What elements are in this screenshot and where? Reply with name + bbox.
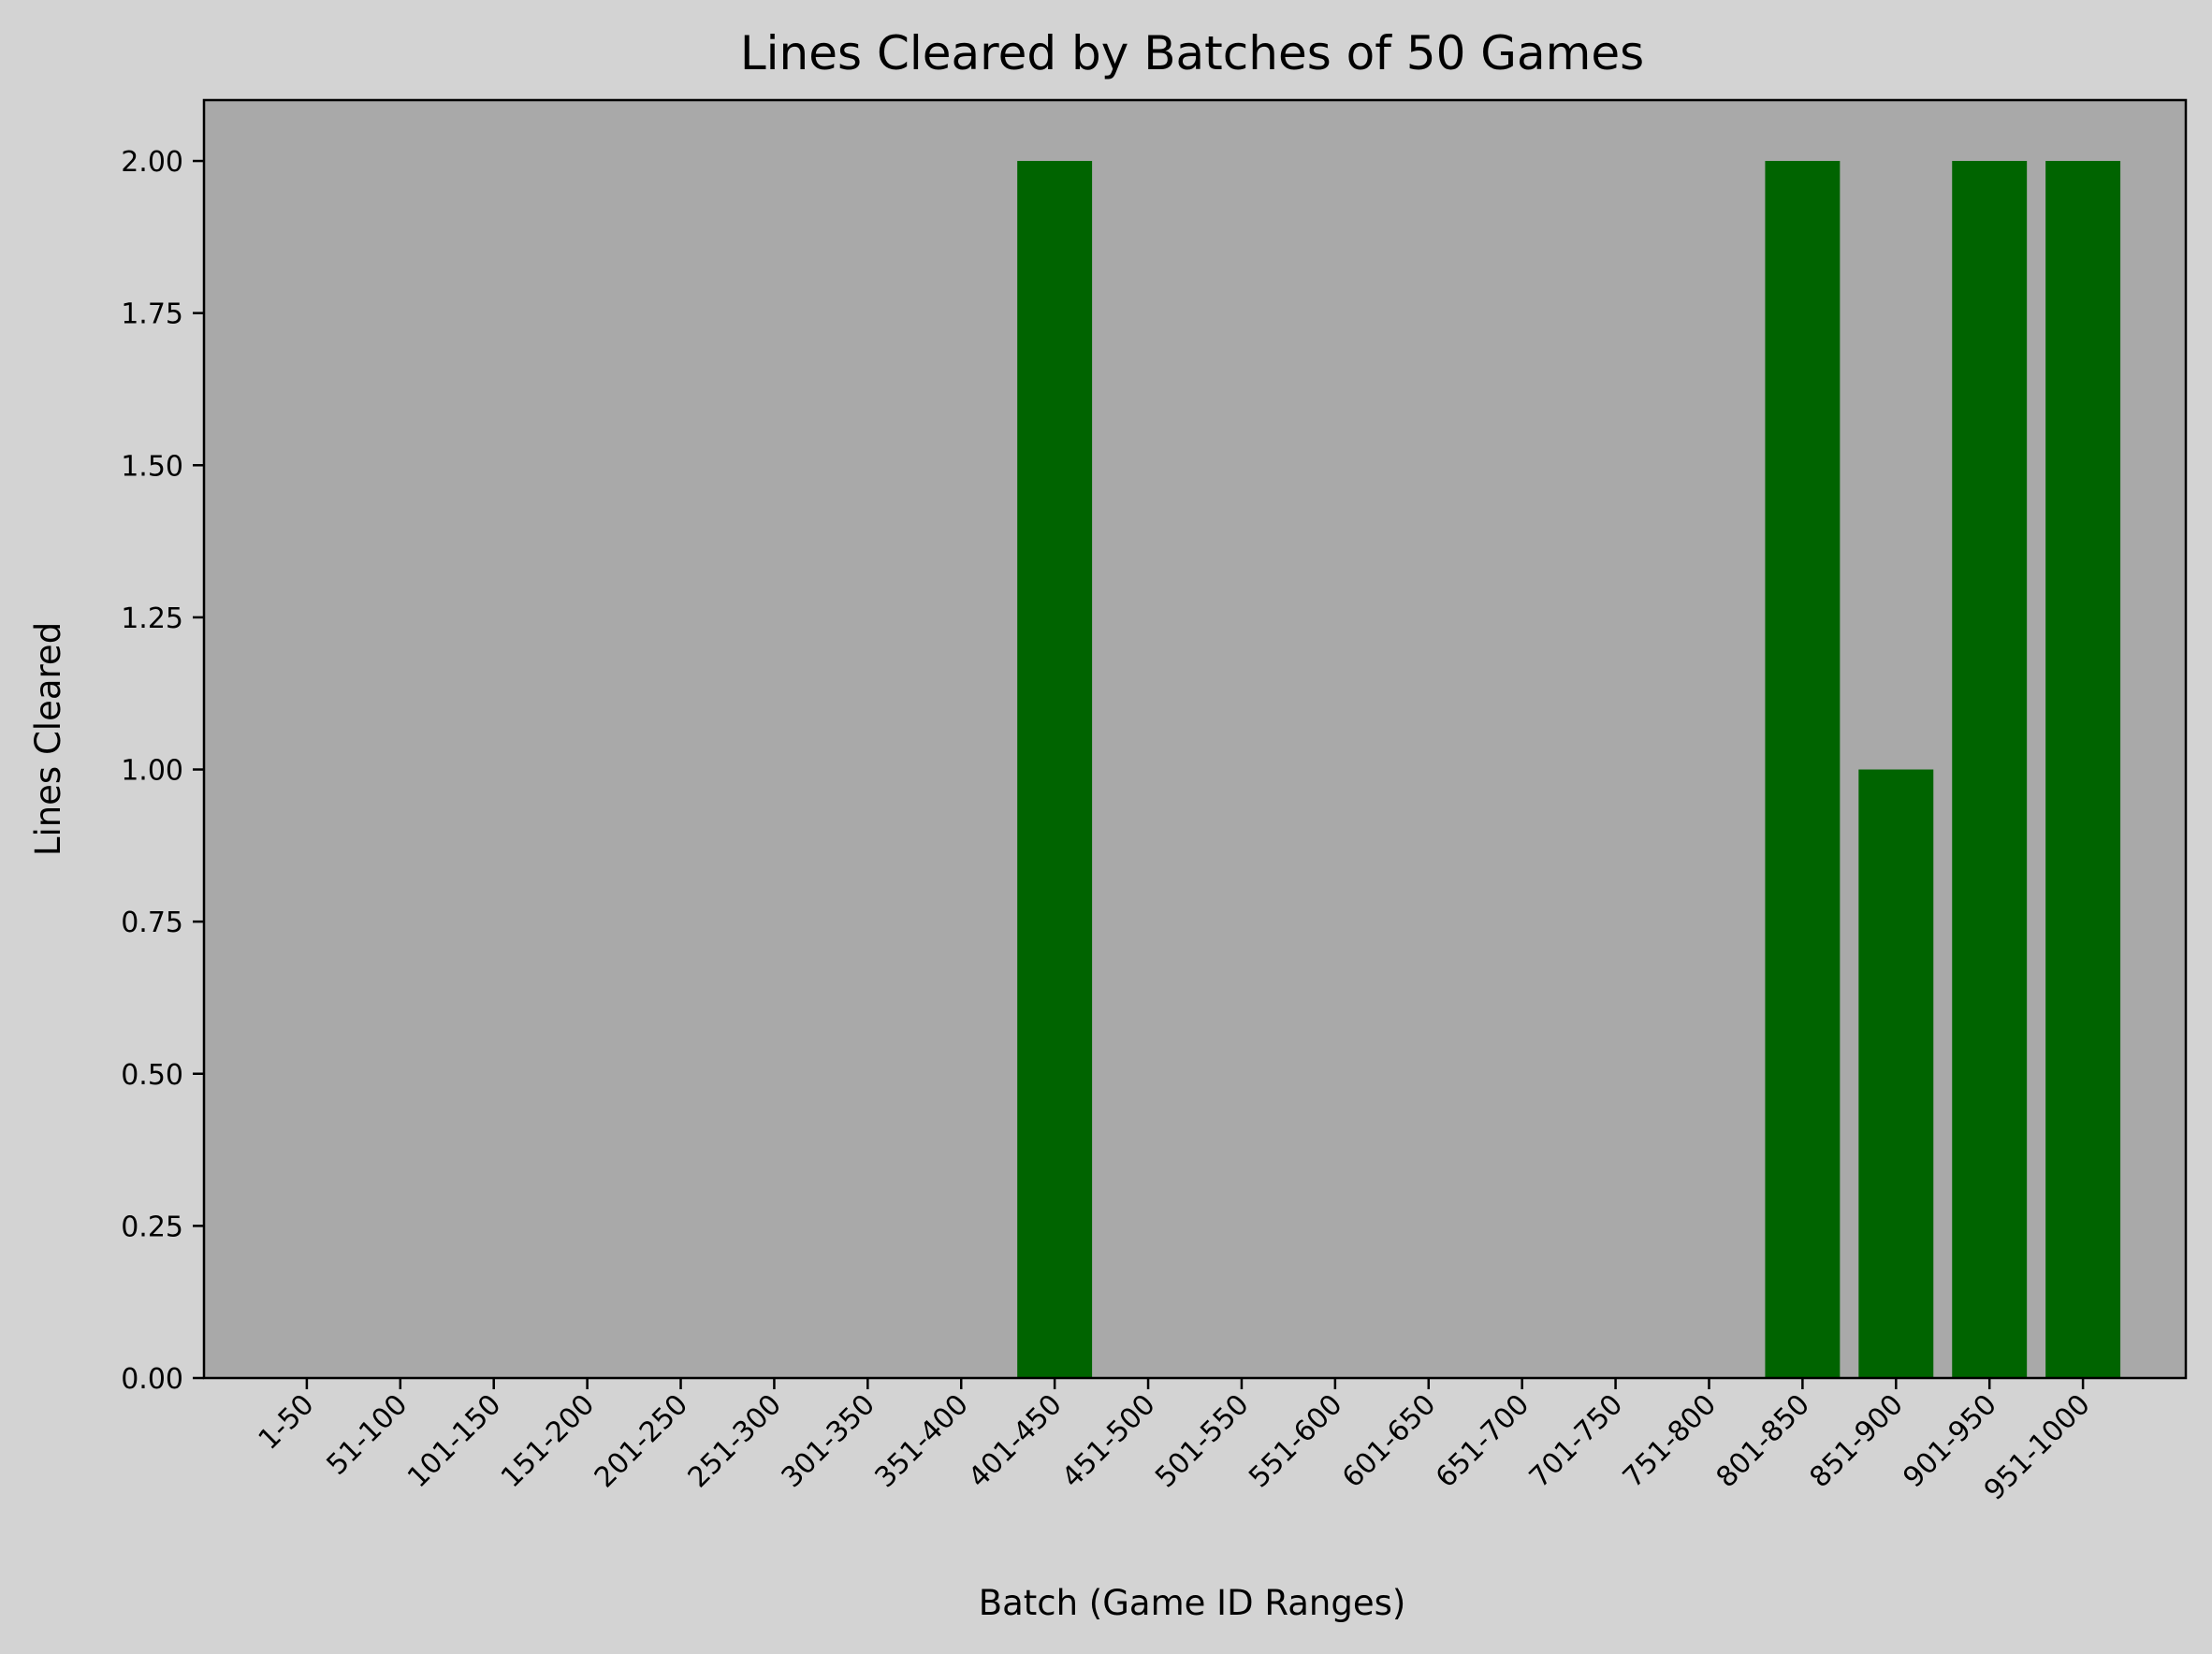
- y-tick-label: 0.50: [121, 1059, 183, 1092]
- y-tick-label: 1.75: [121, 298, 183, 331]
- bar-801-850: [1765, 161, 1841, 1379]
- bar-901-950: [1952, 161, 2028, 1379]
- y-tick-label: 0.75: [121, 907, 183, 939]
- y-axis-label: Lines Cleared: [28, 622, 68, 856]
- bar-851-900: [1858, 769, 1934, 1378]
- y-tick-label: 1.50: [121, 450, 183, 483]
- bar-401-450: [1017, 161, 1093, 1379]
- plot-frame: [202, 98, 2188, 1380]
- y-tick-label: 2.00: [121, 146, 183, 179]
- bars-group: [1017, 161, 2121, 1379]
- y-axis-ticks: 0.00 0.25 0.50 0.75 1.00 1.25 1.50 1.75 2.00: [121, 146, 204, 1396]
- y-tick-label: 0.25: [121, 1211, 183, 1243]
- plot-area: [204, 100, 2186, 1378]
- chart-title: Lines Cleared by Batches of 50 Games: [740, 26, 1644, 80]
- y-tick-label: 0.00: [121, 1363, 183, 1396]
- x-axis-label: Batch (Game ID Ranges): [979, 1583, 1406, 1623]
- bar-951-1000: [2045, 161, 2121, 1379]
- y-tick-label: 1.25: [121, 602, 183, 635]
- y-tick-label: 1.00: [121, 755, 183, 788]
